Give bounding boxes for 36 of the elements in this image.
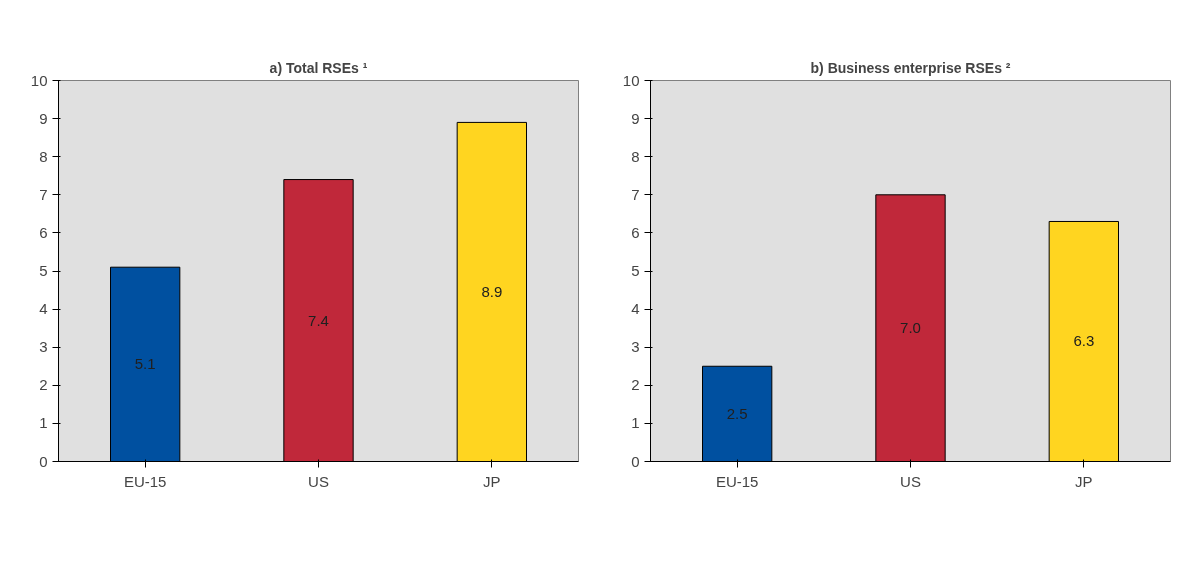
chart-title: a) Total RSEs ¹: [269, 59, 368, 76]
y-tick-label: 4: [631, 300, 640, 318]
y-tick-label: 1: [39, 414, 48, 432]
x-tick-label: EU-15: [123, 472, 167, 490]
y-tick-label: 9: [39, 109, 48, 127]
y-tick-label: 7: [39, 185, 48, 203]
data-label: 5.1: [134, 355, 156, 373]
x-tick-label: JP: [483, 472, 501, 490]
y-tick-label: 2: [39, 376, 48, 394]
data-label: 6.3: [1073, 332, 1095, 350]
x-tick-label: EU-15: [715, 472, 759, 490]
y-tick-label: 10: [622, 71, 640, 89]
data-label: 7.0: [900, 319, 921, 337]
y-tick-label: 6: [39, 223, 48, 241]
data-label: 8.9: [481, 282, 503, 300]
y-tick-label: 0: [39, 452, 48, 470]
chart-title: b) Business enterprise RSEs ²: [810, 59, 1011, 76]
y-tick-label: 10: [30, 71, 48, 89]
y-tick-label: 9: [631, 109, 640, 127]
y-tick-label: 7: [631, 185, 640, 203]
y-tick-label: 0: [631, 452, 640, 470]
x-tick-label: JP: [1075, 472, 1093, 490]
y-tick-label: 3: [631, 338, 640, 356]
y-tick-label: 3: [39, 338, 48, 356]
data-label: 2.5: [726, 404, 748, 422]
y-tick-label: 1: [631, 414, 640, 432]
y-tick-label: 5: [631, 262, 640, 279]
y-tick-label: 2: [631, 376, 640, 394]
data-label: 7.4: [308, 311, 329, 329]
x-tick-label: US: [308, 472, 329, 490]
y-tick-label: 6: [631, 223, 640, 241]
y-tick-label: 4: [39, 300, 48, 318]
y-tick-label: 5: [39, 262, 48, 279]
y-tick-label: 8: [39, 147, 48, 165]
x-tick-label: US: [900, 472, 921, 490]
y-tick-label: 8: [631, 147, 640, 165]
